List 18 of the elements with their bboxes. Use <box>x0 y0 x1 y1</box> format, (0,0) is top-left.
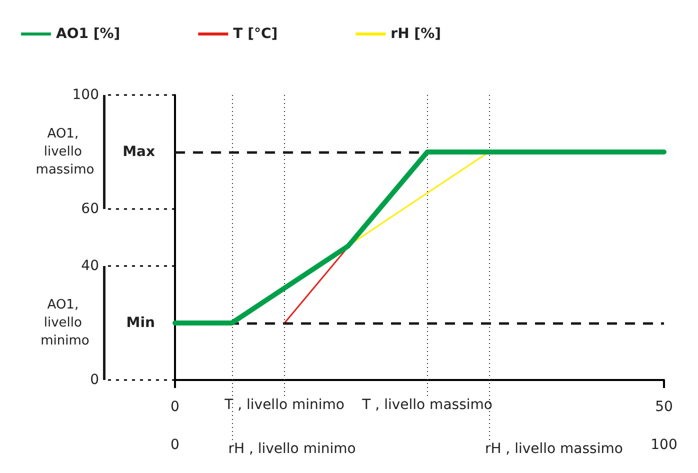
y-tick-label: 0 <box>90 372 99 388</box>
legend-label: T [°C] <box>233 26 278 42</box>
text: AO1, livello minimo <box>40 298 90 348</box>
y-tick-label: 100 <box>72 87 99 103</box>
ref-line-label: T , livello minimo <box>224 397 344 413</box>
legend-label: rH [%] <box>390 26 441 42</box>
ref-line-label: rH , livello minimo <box>228 441 356 457</box>
ref-line-label: Min <box>126 315 155 331</box>
x2-tick-label: 0 <box>170 437 180 453</box>
x2-tick-label: 100 <box>650 437 678 453</box>
text: AO1, livello massimo <box>36 126 94 178</box>
x-tick-label: 50 <box>655 399 673 415</box>
y-tick-label: 40 <box>81 258 99 274</box>
ref-line-label: Max <box>122 144 155 160</box>
ref-line-label: rH , livello massimo <box>484 441 623 457</box>
ref-line-label: T , livello massimo <box>361 397 492 413</box>
legend-label: AO1 [%] <box>56 26 120 42</box>
y-tick-label: 60 <box>81 201 99 217</box>
